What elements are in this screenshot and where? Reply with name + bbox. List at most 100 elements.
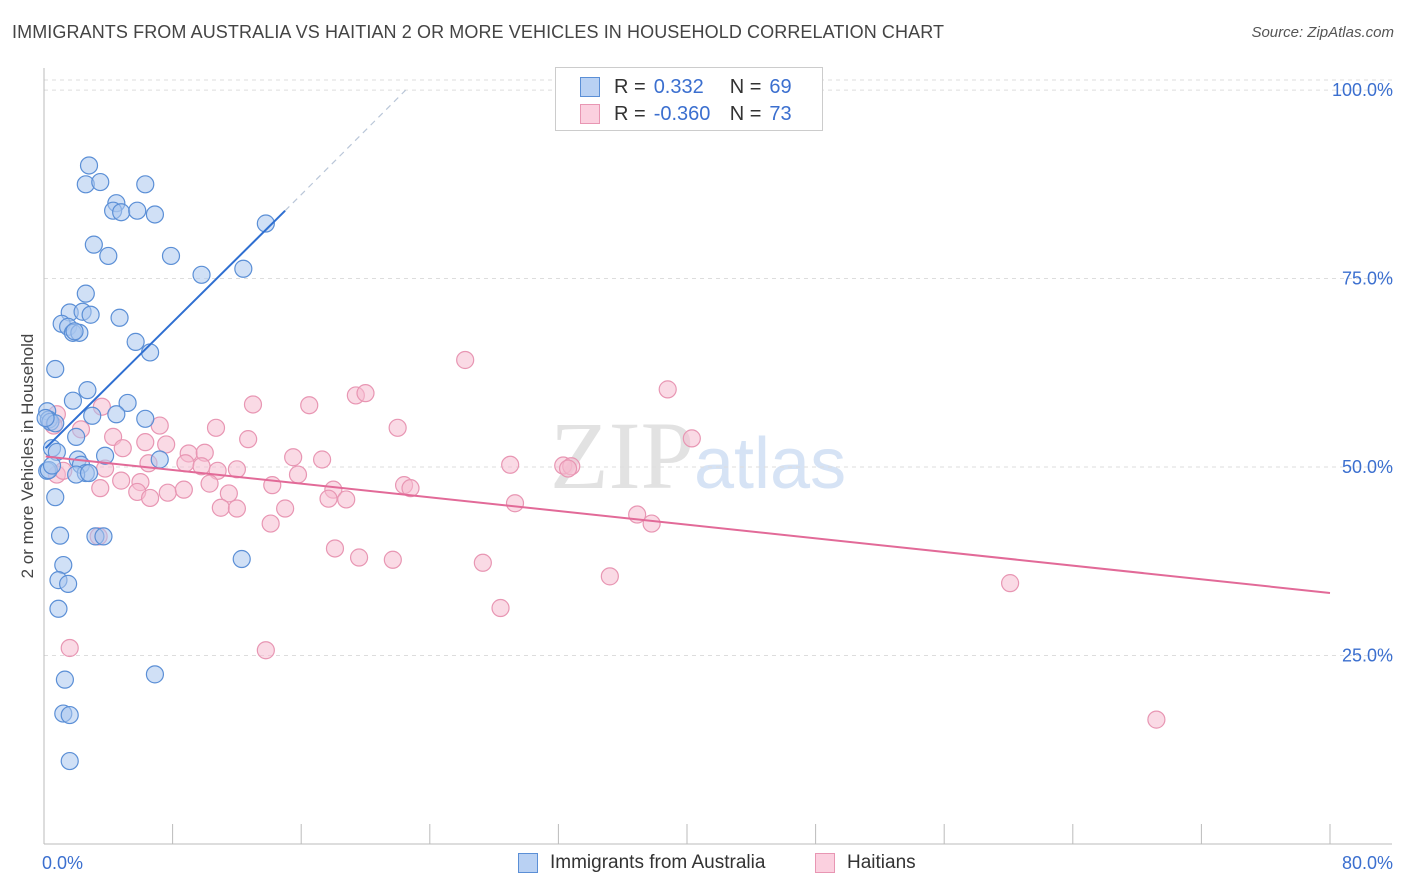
haitians-point [319, 489, 338, 508]
y-tick-label: 50.0% [1342, 457, 1393, 477]
legend-label-haitians: Haitians [847, 852, 916, 873]
australia-point [79, 463, 99, 483]
australia-point [140, 343, 160, 362]
legend-n-value: 73 [769, 102, 792, 125]
haitians-point [1001, 574, 1020, 593]
australia-trend-line [44, 209, 286, 449]
haitians-point [256, 641, 275, 660]
gridlines [44, 79, 1392, 657]
australia-point [234, 259, 253, 278]
axes [43, 68, 1392, 845]
haitians-point [91, 479, 110, 498]
y-tick-labels: 25.0% 50.0% 75.0% 100.0% [1332, 80, 1393, 665]
australia-point [145, 665, 165, 684]
australia-point [99, 246, 118, 266]
haitians-point [456, 350, 475, 370]
correlation-legend: R = 0.332 N = 69 R = -0.360 N = 73 [555, 67, 823, 131]
haitians-point [239, 430, 258, 449]
watermark-atlas: atlas [694, 424, 847, 504]
y-tick-label: 75.0% [1342, 269, 1393, 289]
legend-r-value: -0.360 [653, 102, 711, 125]
australia-point [150, 450, 169, 469]
australia-point [126, 332, 145, 351]
haitians-point [176, 454, 195, 473]
australia-point [136, 409, 155, 428]
legend-r-label: R = [614, 102, 646, 125]
haitians-point [113, 439, 132, 458]
watermark-zip: ZIP [550, 402, 694, 509]
haitians-point [337, 490, 356, 509]
haitians-point [157, 435, 176, 454]
haitians-point [243, 395, 263, 414]
series-legend: Immigrants from Australia Haitians [0, 852, 1406, 878]
australia-point [94, 527, 113, 546]
series-haitians [44, 350, 1166, 729]
legend-swatch-blue [518, 853, 538, 873]
haitians-point [276, 499, 295, 518]
australia-point [46, 488, 65, 507]
australia-point [128, 201, 147, 220]
x-tick-label-min: 0.0% [42, 853, 83, 873]
australia-point [110, 308, 129, 327]
legend-n-label: N = [729, 75, 762, 98]
australia-point [65, 322, 84, 341]
legend-item-haitians[interactable]: Haitians [815, 852, 916, 874]
haitians-point [642, 514, 661, 533]
australia-point [60, 705, 79, 725]
australia-point [107, 405, 126, 424]
australia-point [55, 670, 74, 689]
haitians-point [284, 448, 303, 467]
legend-r-value: 0.332 [653, 75, 704, 98]
legend-r-label: R = [614, 75, 646, 98]
haitians-point [473, 553, 492, 572]
haitians-point [174, 480, 193, 499]
haitians-point [60, 638, 79, 658]
australia-point [83, 406, 102, 425]
haitians-trend-line [45, 455, 1331, 594]
haitians-point [600, 567, 619, 586]
australia-point [256, 214, 275, 233]
haitians-point [401, 479, 420, 498]
australia-trend-extension [284, 89, 407, 212]
y-tick-label: 100.0% [1332, 80, 1393, 100]
haitians-point [388, 418, 407, 437]
australia-point [36, 408, 55, 428]
australia-point [192, 265, 211, 284]
haitians-point [211, 498, 230, 517]
x-tick-label-max: 80.0% [1342, 853, 1393, 873]
y-axis-label: 2 or more Vehicles in Household [18, 333, 37, 579]
haitians-point [312, 450, 332, 469]
haitians-point [158, 483, 177, 502]
haitians-point [136, 433, 155, 452]
australia-point [49, 599, 68, 618]
haitians-point [682, 429, 701, 448]
australia-point [84, 235, 103, 254]
legend-label-australia: Immigrants from Australia [550, 852, 766, 873]
australia-point [67, 427, 86, 446]
australia-point [232, 549, 251, 569]
legend-swatch-pink [815, 853, 835, 873]
haitians-point [558, 459, 578, 478]
series-immigrants-from-australia [36, 156, 275, 771]
haitians-point [140, 488, 160, 508]
chart-title: IMMIGRANTS FROM AUSTRALIA VS HAITIAN 2 O… [12, 22, 945, 42]
legend-item-australia[interactable]: Immigrants from Australia [518, 852, 765, 874]
legend-n-value: 69 [769, 75, 792, 98]
australia-point [50, 526, 70, 545]
haitians-point [227, 499, 246, 518]
legend-swatch-blue [580, 77, 600, 97]
australia-point [79, 156, 99, 175]
australia-point [59, 574, 78, 593]
australia-point [76, 284, 95, 303]
haitians-point [1147, 710, 1166, 729]
haitians-point [300, 396, 319, 415]
australia-point [112, 203, 131, 222]
source-label[interactable]: Source: ZipAtlas.com [1251, 24, 1394, 41]
x-tick-labels: 0.0% 80.0% [42, 853, 1393, 873]
trend-lines [44, 89, 1331, 594]
haitians-point [261, 514, 280, 533]
australia-point [81, 305, 100, 324]
haitians-point [501, 455, 520, 474]
haitians-point [383, 550, 402, 569]
